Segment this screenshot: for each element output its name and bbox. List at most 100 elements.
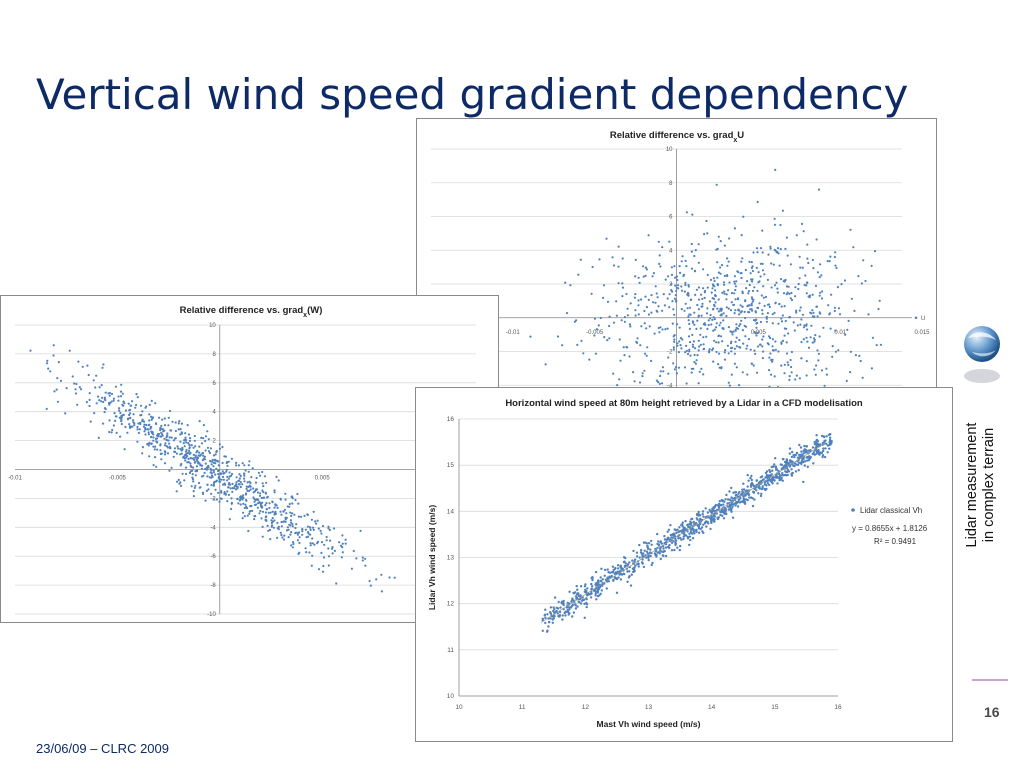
chart-left-title: Relative difference vs. gradx(W) [180,305,323,319]
scatter-point [805,449,808,452]
scatter-point [269,511,272,514]
scatter-point [311,542,314,545]
scatter-point [640,298,643,301]
scatter-point [697,382,700,385]
scatter-point [159,452,162,455]
scatter-point [204,435,208,438]
scatter-point [769,247,772,250]
scatter-point [237,464,240,467]
scatter-point [775,475,779,478]
scatter-point [291,497,294,500]
scatter-point [141,410,144,413]
scatter-point [772,263,775,266]
scatter-point [684,351,687,354]
scatter-point [756,371,759,374]
scatter-point [298,541,301,545]
scatter-point [771,478,774,482]
scatter-point [781,209,784,212]
scatter-point [185,441,188,444]
scatter-point [597,324,600,327]
scatter-point [750,362,754,365]
scatter-point [723,358,727,361]
scatter-point [210,492,213,495]
scatter-point [819,263,822,266]
scatter-point [218,500,221,503]
scatter-point [824,447,827,450]
scatter-point [713,305,716,308]
scatter-point [194,474,197,477]
scatter-point [310,564,313,567]
scatter-point [645,306,649,309]
scatter-point [708,508,711,512]
scatter-point [771,360,774,363]
scatter-point [228,481,231,485]
scatter-point [799,306,802,309]
scatter-point [184,436,187,439]
scatter-point [291,502,294,505]
scatter-point [706,286,709,289]
scatter-point [141,446,144,449]
scatter-point [741,371,744,374]
scatter-point [680,260,683,263]
scatter-point [319,529,322,532]
scatter-point [155,437,159,440]
scatter-point [773,248,776,251]
scatter-point [556,335,560,338]
scatter-point [815,434,818,437]
scatter-point [719,272,722,275]
scatter-point [647,555,650,558]
scatter-point [198,451,201,454]
scatter-point [713,520,716,523]
scatter-point [710,323,713,326]
scatter-point [622,556,626,559]
scatter-point [193,434,196,438]
scatter-point [291,512,294,515]
scatter-point [768,305,771,309]
scatter-point [606,300,610,303]
scatter-point [297,515,300,518]
scatter-point [674,543,677,547]
scatter-point [739,323,742,326]
scatter-point [774,168,777,171]
scatter-point [768,356,771,359]
scatter-point [177,422,180,425]
scatter-point [811,309,814,312]
x-tick-label: 14 [708,704,716,711]
scatter-point [725,314,728,318]
scatter-point [95,402,98,405]
scatter-point [703,322,706,325]
x-tick-label: 10 [455,704,463,711]
scatter-point [781,339,785,342]
scatter-point [55,388,58,391]
scatter-point [758,487,762,490]
scatter-point [697,527,701,530]
scatter-point [350,567,353,570]
scatter-point [221,461,224,465]
scatter-point [675,300,678,303]
scatter-point [728,498,732,501]
scatter-point [736,505,740,508]
scatter-point [97,436,100,439]
scatter-point [127,402,130,405]
scatter-point [713,328,716,331]
scatter-point [224,483,227,486]
scatter-point [650,543,653,546]
scatter-point [751,265,754,268]
scatter-point [727,381,730,384]
scatter-point [771,358,774,361]
scatter-point [132,413,135,416]
scatter-point [230,502,233,505]
scatter-point [658,331,661,334]
scatter-point [183,479,186,482]
scatter-point [801,313,805,316]
scatter-point [576,343,579,346]
scatter-point [804,451,808,454]
scatter-point [375,578,378,581]
scatter-point [393,576,396,579]
scatter-point [200,436,203,439]
scatter-point [188,446,191,449]
scatter-point [808,296,811,299]
scatter-point [766,342,769,345]
scatter-point [840,283,843,286]
y-tick-label: 2 [212,439,216,445]
